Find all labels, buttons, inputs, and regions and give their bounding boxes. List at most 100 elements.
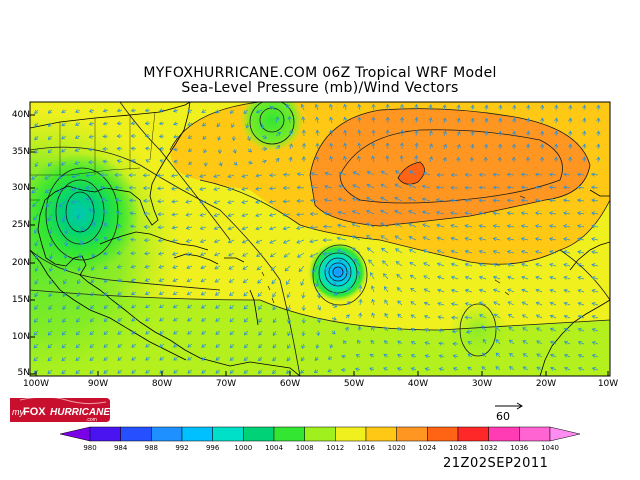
wind-vector — [171, 186, 179, 191]
wind-vector — [456, 130, 461, 137]
colorbar-label: 980 — [83, 444, 97, 452]
wind-vector — [357, 155, 362, 163]
wind-vector — [365, 209, 375, 215]
wind-vector — [470, 117, 475, 124]
wind-vector — [369, 353, 375, 358]
wind-vector — [157, 199, 165, 204]
wind-vector — [61, 369, 67, 375]
wind-vector — [159, 159, 165, 164]
wind-vector — [203, 161, 208, 167]
wind-vector — [315, 343, 320, 349]
wind-vector — [408, 183, 417, 189]
wind-vector — [526, 117, 531, 124]
wind-vector — [582, 130, 587, 137]
wind-vector — [70, 200, 81, 205]
wind-vector — [34, 265, 39, 273]
wind-vector — [338, 171, 347, 176]
wind-vector — [269, 252, 277, 258]
wind-vector — [577, 366, 585, 371]
wind-vector — [158, 108, 165, 113]
wind-vector — [464, 198, 473, 203]
wind-vector — [512, 117, 517, 124]
wind-vector — [568, 156, 573, 163]
wind-vectors — [31, 103, 601, 375]
wind-vector — [450, 249, 459, 254]
wind-vector — [478, 198, 487, 203]
wind-vector — [114, 172, 122, 178]
wind-vector — [520, 172, 529, 177]
wind-vector — [49, 252, 54, 260]
wind-vector — [535, 262, 543, 267]
wind-vector — [563, 172, 571, 177]
wind-vector — [512, 104, 517, 111]
wind-vector — [366, 247, 375, 254]
wind-vector — [351, 222, 361, 228]
wind-vector — [414, 116, 419, 124]
myfoxhurricane-logo[interactable]: my FOX HURRICANE .com — [6, 394, 112, 426]
wind-vector — [47, 135, 53, 140]
wind-vector — [227, 199, 235, 205]
wind-vector — [423, 288, 431, 293]
wind-vector — [465, 329, 473, 334]
wind-vector — [534, 237, 543, 242]
wind-vector — [383, 367, 389, 371]
wind-vector — [116, 251, 123, 256]
wind-vector — [131, 343, 137, 348]
wind-vector — [115, 210, 123, 215]
wind-vector — [338, 259, 347, 267]
wind-vector — [498, 117, 503, 124]
wind-vector — [241, 213, 249, 218]
wind-vector — [116, 121, 123, 126]
wind-vector — [395, 248, 403, 254]
wind-vector — [422, 236, 431, 241]
wind-vector — [130, 133, 136, 139]
wind-vector — [596, 104, 601, 111]
wind-vector — [535, 301, 543, 306]
wind-vector — [549, 250, 557, 255]
wind-vector — [47, 369, 53, 375]
wind-vector — [217, 135, 222, 141]
wind-vector — [159, 356, 165, 361]
wind-vector — [591, 340, 599, 345]
wind-vector — [323, 211, 333, 216]
wind-vector — [77, 278, 81, 285]
wind-vector — [351, 210, 361, 215]
wind-vector — [187, 356, 193, 361]
wind-vector — [397, 327, 403, 332]
wind-vector — [157, 225, 165, 230]
wind-vector — [410, 327, 417, 332]
wind-vector — [131, 330, 137, 335]
wind-vector — [296, 212, 305, 217]
wind-vector — [117, 304, 123, 309]
wind-vector — [382, 260, 389, 267]
wind-vector — [548, 185, 557, 190]
wind-vector — [130, 121, 137, 126]
wind-vector — [435, 210, 445, 215]
wind-vector — [450, 288, 459, 293]
wind-vector — [520, 224, 529, 229]
wind-vector — [32, 200, 39, 208]
colorbar-segment — [273, 426, 305, 442]
wind-vector — [229, 343, 235, 349]
colorbar-segment — [89, 426, 121, 442]
wind-vector — [272, 330, 277, 336]
wind-vector — [300, 369, 305, 374]
wind-vector — [286, 356, 291, 362]
wind-vector — [577, 211, 585, 216]
wind-vector — [186, 304, 193, 309]
wind-vector — [464, 275, 473, 280]
wind-vector — [301, 317, 306, 324]
wind-vector — [337, 223, 347, 228]
wind-vector — [275, 116, 280, 124]
wind-vector — [509, 352, 515, 358]
wind-vector — [142, 186, 151, 191]
wind-vector — [255, 173, 263, 178]
wind-vector — [89, 343, 95, 349]
wind-vector — [228, 278, 235, 283]
wind-vector — [103, 278, 109, 283]
wind-vector — [201, 330, 207, 335]
colorbar-label: 1012 — [326, 444, 345, 452]
wind-vector — [314, 356, 319, 362]
wind-vector — [74, 160, 81, 165]
wind-vector — [345, 301, 351, 306]
